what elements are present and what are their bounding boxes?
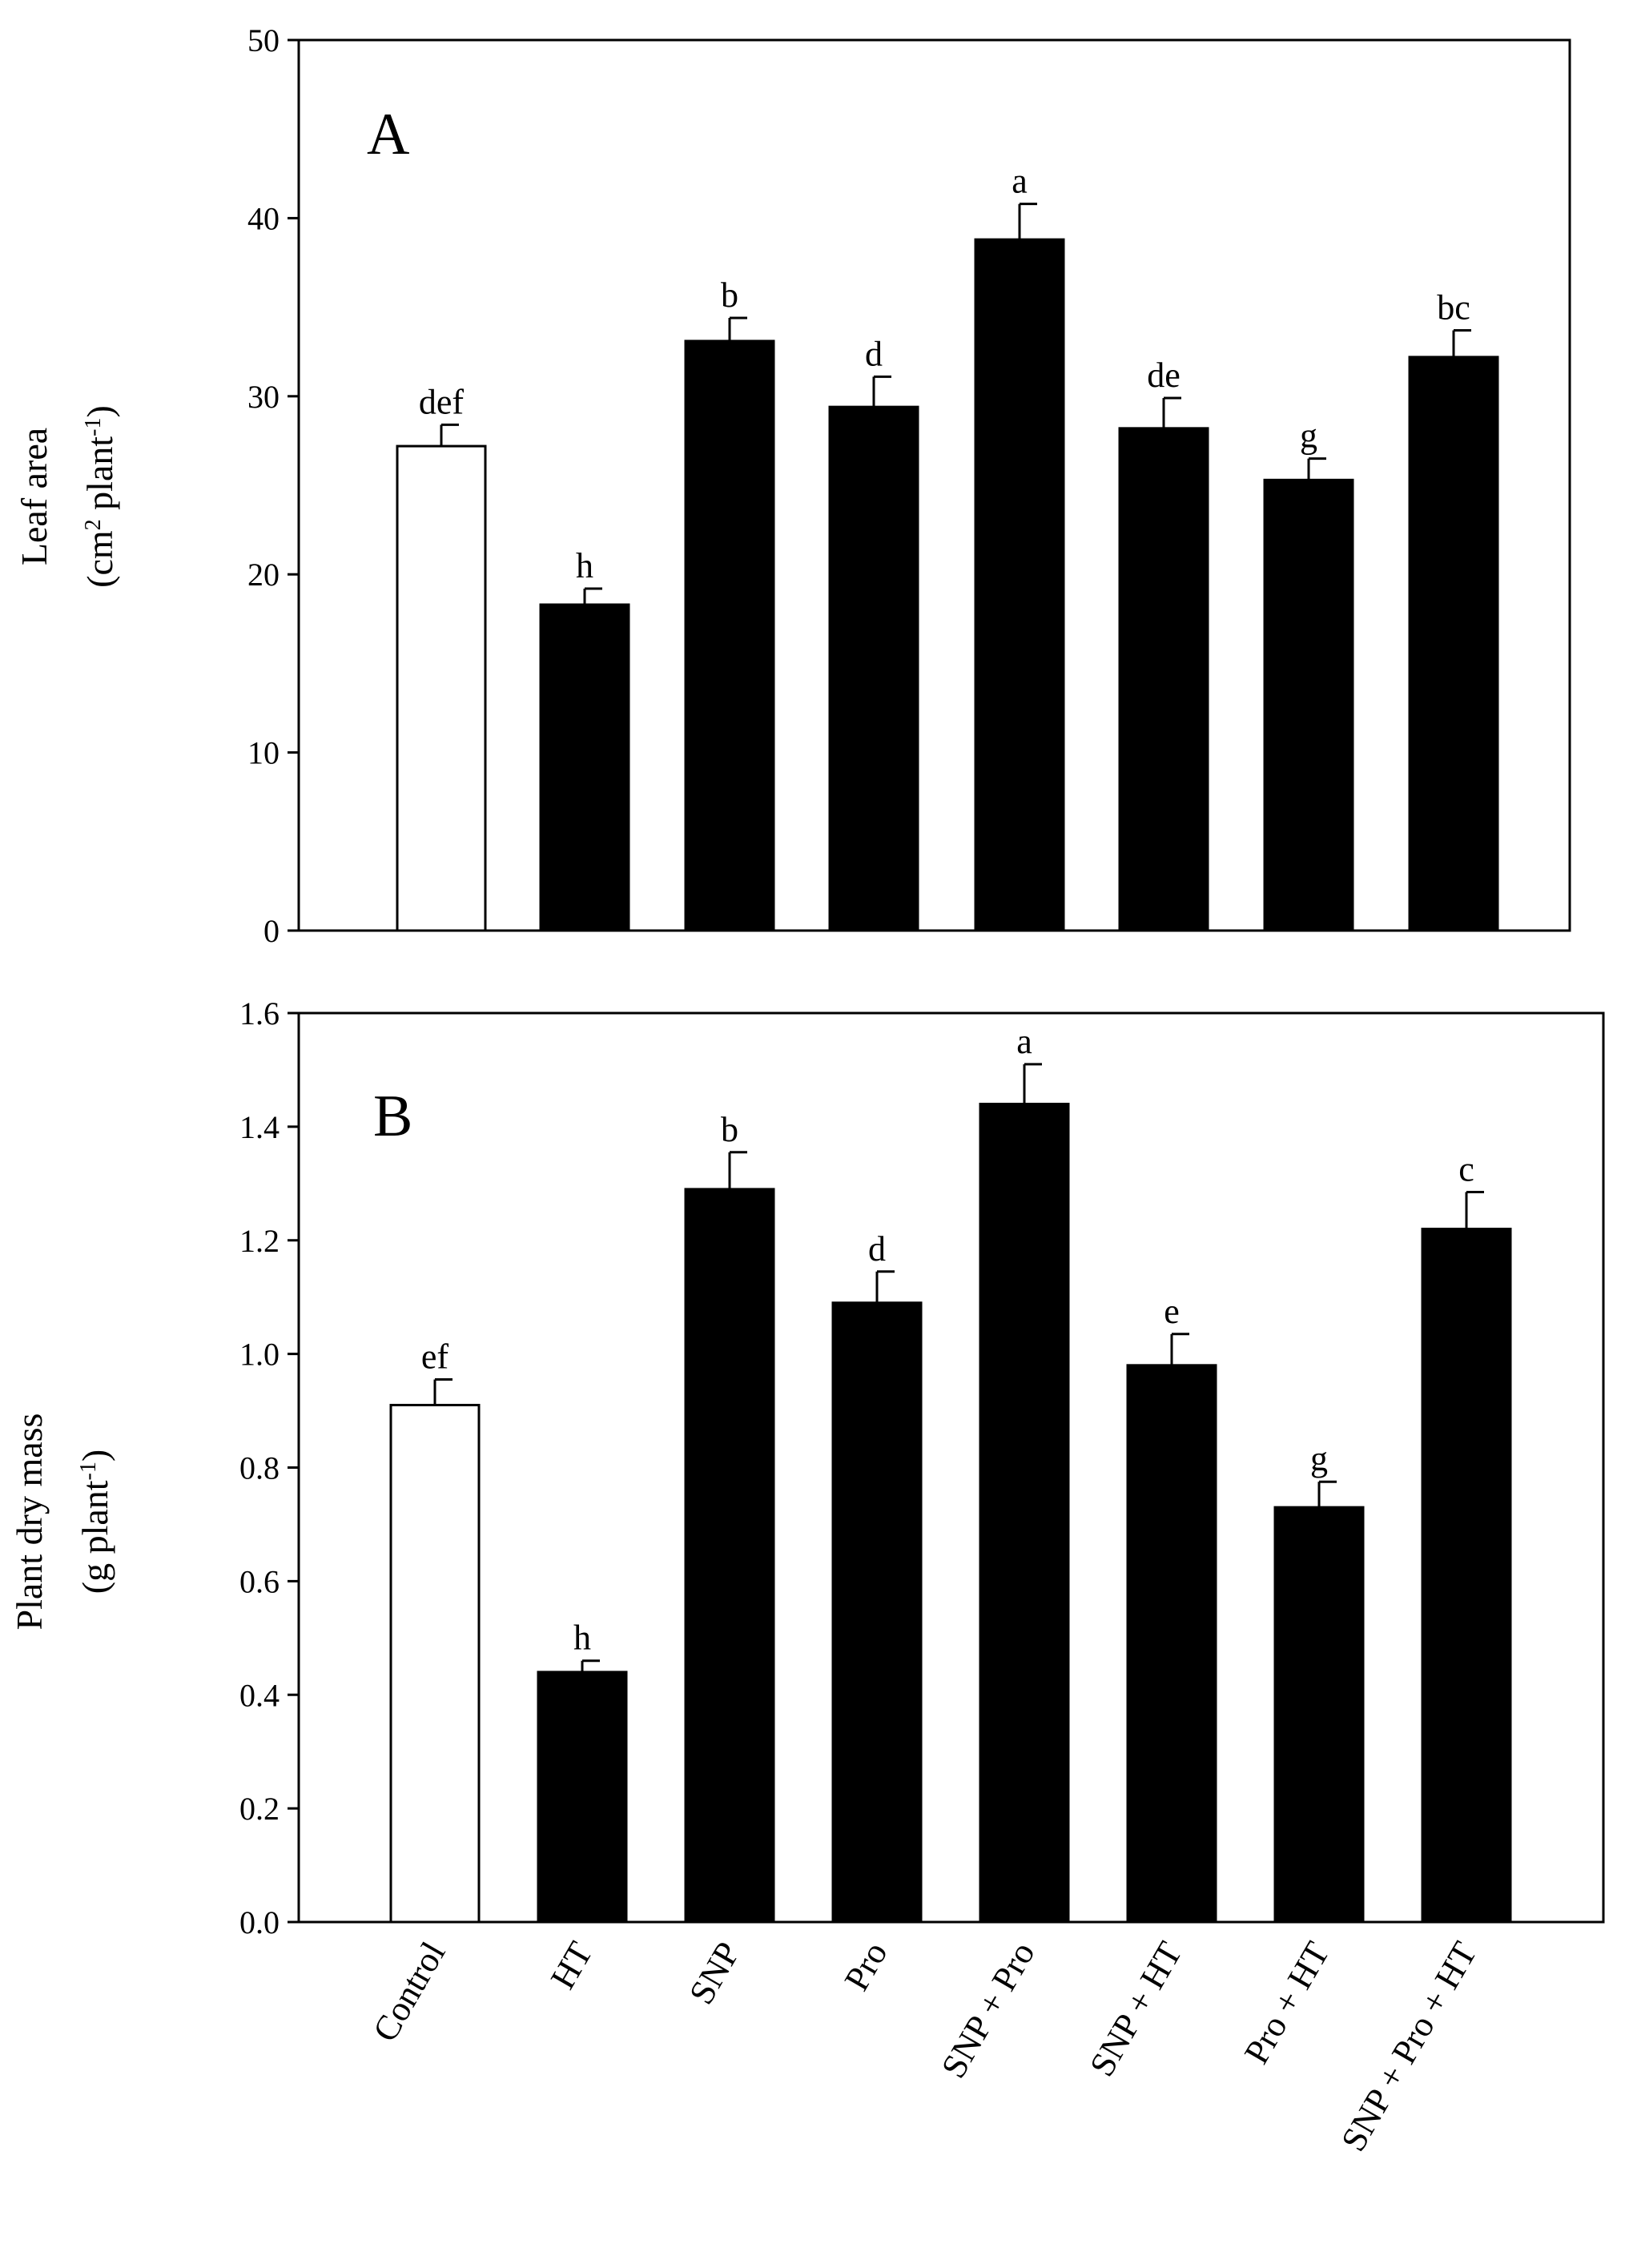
panel-b-significance-label: g: [1310, 1439, 1328, 1478]
panel-a-bar-snp-pro-ht: [1408, 356, 1499, 932]
panel-a-ylabel-line1: Leaf area: [14, 428, 54, 565]
panel-b-ytick-label: 1.2: [239, 1223, 280, 1259]
panel-b-ytick-label: 0.6: [239, 1563, 280, 1599]
panel-a-significance-label: h: [576, 546, 593, 585]
panel-a-ytick-label: 30: [247, 379, 280, 415]
panel-b-ylabel-line1: Plant dry mass: [9, 1413, 50, 1631]
panel-b-bar-snp-pro: [979, 1103, 1070, 1924]
panel-a-significance-label: a: [1012, 162, 1028, 201]
panel-b-significance-label: a: [1016, 1022, 1032, 1061]
panel-a-bar-snp-ht: [1118, 427, 1209, 932]
panel-a-bar-control: [396, 444, 487, 932]
panel-b-ytick-label: 0.2: [239, 1791, 280, 1827]
panel-b-significance-label: b: [721, 1110, 738, 1149]
panel-b-significance-label: h: [573, 1619, 591, 1658]
panel-a-ytick-label: 0: [263, 913, 280, 949]
panel-b-ytick-label: 1.0: [239, 1337, 280, 1373]
panel-a-ylabel-line2: (cm2 plant-1): [79, 405, 120, 588]
panel-a-bar-snp-pro: [974, 238, 1065, 932]
panel-b-bar-ht: [537, 1671, 628, 1924]
panel-b-ytick-label: 0.8: [239, 1450, 280, 1486]
panel-a-letter: A: [367, 102, 409, 167]
panel-b-ytick-label: 1.6: [239, 995, 280, 1031]
panel-a-ytick-label: 40: [247, 200, 280, 236]
panel-a-significance-label: def: [419, 382, 465, 421]
panel-a-axes-frame: [297, 38, 1571, 932]
panel-a-ytick-label: 20: [247, 557, 280, 593]
panel-b-bar-snp-pro-ht: [1421, 1228, 1512, 1924]
panel-a-ytick-label: 10: [247, 735, 280, 771]
panel-a-significance-label: d: [865, 334, 883, 373]
panel-b-bar-snp: [684, 1188, 775, 1924]
panel-b-ytick-label: 1.4: [239, 1109, 280, 1145]
panel-b-significance-label: ef: [421, 1337, 449, 1377]
panel-b-ylabel-line2: (g plant-1): [74, 1450, 115, 1594]
panel-b-ytick-label: 0.4: [239, 1677, 280, 1713]
panel-a-bar-snp: [684, 340, 775, 932]
panel-b-bar-pro: [831, 1301, 923, 1924]
panel-a-bar-pro: [828, 405, 919, 932]
panel-b-bar-snp-ht: [1126, 1364, 1217, 1924]
panel-b-plant-dry-mass: Plant dry mass (g plant-1) B 0.0 0.2 0.4 0.…: [9, 995, 1605, 1940]
panel-b-significance-label: e: [1164, 1292, 1180, 1331]
panel-b-ytick-label: 0.0: [239, 1904, 280, 1940]
panel-a-leaf-area: Leaf area (cm2 plant-1) A 0 10 20 30 40 50 def…: [14, 22, 1571, 949]
panel-b-letter: B: [373, 1084, 412, 1149]
panel-b-bar-pro-ht: [1273, 1506, 1365, 1924]
panel-a-bar-pro-ht: [1263, 478, 1354, 932]
panel-b-significance-label: c: [1458, 1149, 1474, 1188]
panel-a-bar-ht: [539, 603, 630, 932]
panel-a-significance-label: b: [721, 275, 738, 315]
panel-a-significance-label: g: [1300, 416, 1317, 456]
panel-b-significance-label: d: [868, 1229, 886, 1269]
panel-a-ytick-label: 50: [247, 22, 280, 58]
panel-a-significance-label: de: [1147, 356, 1181, 395]
panel-b-bar-control: [389, 1403, 481, 1924]
panel-a-significance-label: bc: [1437, 288, 1470, 328]
